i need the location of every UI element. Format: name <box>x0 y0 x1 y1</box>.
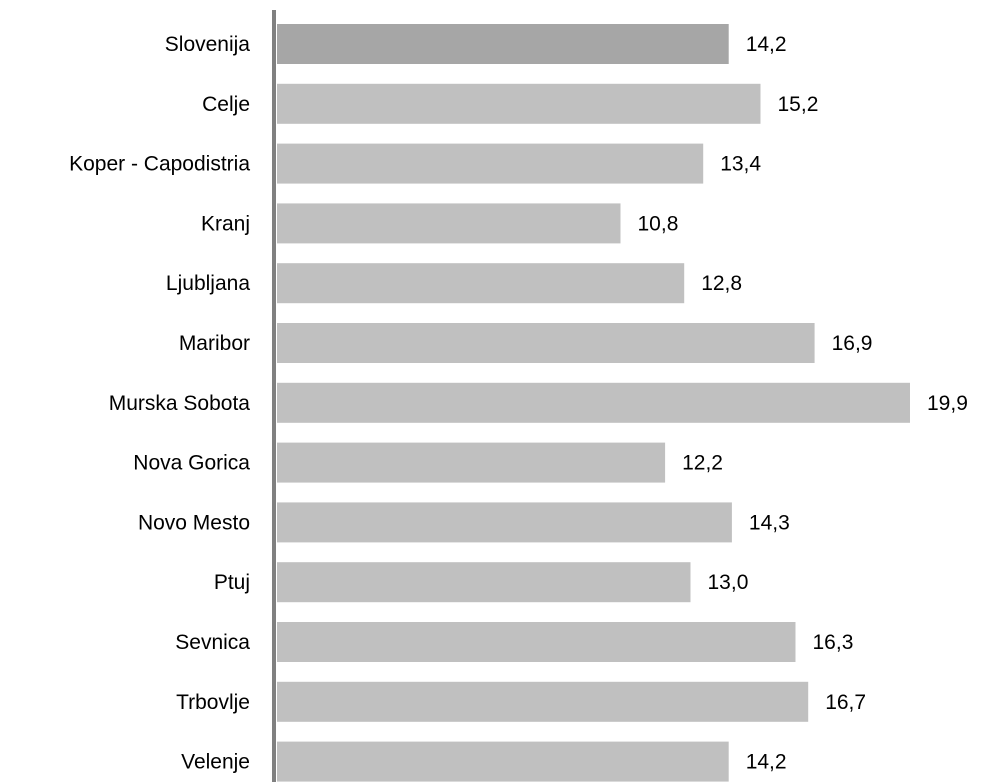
value-label-sevnica: 16,3 <box>813 631 854 654</box>
bar-trbovlje <box>277 681 809 722</box>
bar-nova-gorica <box>277 442 666 483</box>
value-label-ljubljana: 12,8 <box>701 272 742 295</box>
category-label-novo-mesto: Novo Mesto <box>138 511 250 534</box>
bar-kranj <box>277 203 621 244</box>
value-label-kranj: 10,8 <box>638 212 679 235</box>
bar-ptuj <box>277 562 691 603</box>
category-label-celje: Celje <box>202 93 250 116</box>
category-label-nova-gorica: Nova Gorica <box>133 452 250 475</box>
value-label-slovenija: 14,2 <box>746 33 787 56</box>
category-label-trbovlje: Trbovlje <box>176 691 250 714</box>
category-label-murska-sobota: Murska Sobota <box>109 392 251 415</box>
category-label-kranj: Kranj <box>201 212 250 235</box>
category-label-maribor: Maribor <box>179 332 250 355</box>
value-label-celje: 15,2 <box>778 93 819 116</box>
category-label-velenje: Velenje <box>181 751 250 774</box>
bar-maribor <box>277 323 815 363</box>
value-label-novo-mesto: 14,3 <box>749 511 790 534</box>
category-label-ptuj: Ptuj <box>214 571 250 594</box>
bar-velenje <box>277 741 729 782</box>
bar-koper-capodistria <box>277 143 704 184</box>
value-label-trbovlje: 16,7 <box>825 691 866 714</box>
value-label-velenje: 14,2 <box>746 751 787 774</box>
bar-ljubljana <box>277 263 685 304</box>
value-labels: 14,2 15,2 13,4 10,8 12,8 16,9 19,9 12,2 14,3 13,0… <box>638 33 968 774</box>
value-label-murska-sobota: 19,9 <box>927 392 968 415</box>
category-label-slovenija: Slovenija <box>165 33 251 56</box>
category-labels: Slovenija Celje Koper - Capodistria Kranj Lj… <box>69 33 250 774</box>
category-label-ljubljana: Ljubljana <box>166 272 250 295</box>
bar-slovenija <box>277 24 729 64</box>
value-label-ptuj: 13,0 <box>708 571 749 594</box>
bars-group <box>277 24 910 782</box>
category-label-sevnica: Sevnica <box>175 631 250 654</box>
bar-murska-sobota <box>277 382 910 423</box>
bar-novo-mesto <box>277 502 732 543</box>
value-label-nova-gorica: 12,2 <box>682 452 723 475</box>
value-label-koper-capodistria: 13,4 <box>720 153 761 176</box>
bar-sevnica <box>277 622 796 662</box>
bar-celje <box>277 83 761 124</box>
value-label-maribor: 16,9 <box>832 332 873 355</box>
category-label-koper-capodistria: Koper - Capodistria <box>69 153 250 176</box>
